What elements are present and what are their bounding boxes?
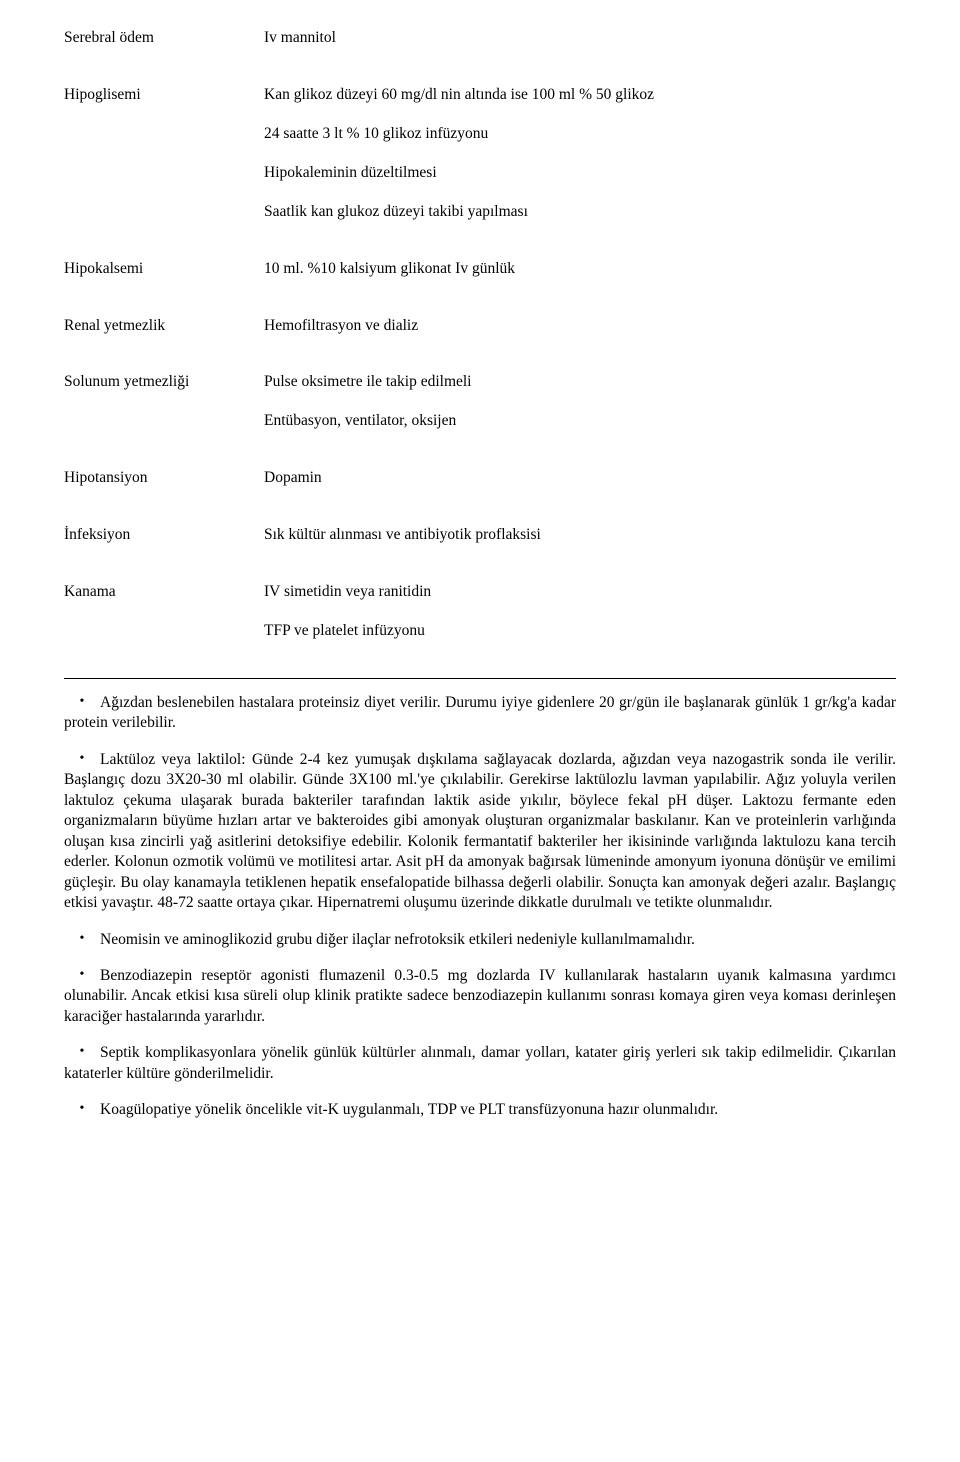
bullet-list: •Ağızdan beslenebilen hastalara proteins… xyxy=(64,693,896,1121)
row-label: Hipokalsemi xyxy=(64,259,264,280)
bullet-text: Koagülopatiye yönelik öncelikle vit-K uy… xyxy=(100,1101,718,1118)
row-value: Pulse oksimetre ile takip edilmeli Entüba… xyxy=(264,372,896,432)
bullet-item: •Ağızdan beslenebilen hastalara proteins… xyxy=(64,693,896,734)
horizontal-rule xyxy=(64,678,896,679)
row-value-line: IV simetidin veya ranitidin xyxy=(264,582,896,603)
definition-row: İnfeksiyonSık kültür alınması ve antibiy… xyxy=(64,525,896,546)
row-value-line: TFP ve platelet infüzyonu xyxy=(264,621,896,642)
row-label: Hipoglisemi xyxy=(64,85,264,223)
row-label: Solunum yetmezliği xyxy=(64,372,264,432)
row-label: Kanama xyxy=(64,582,264,642)
row-label: Renal yetmezlik xyxy=(64,316,264,337)
bullet-dot-icon: • xyxy=(64,1100,100,1118)
row-value-line: Hemofiltrasyon ve dializ xyxy=(264,316,896,337)
bullet-text: Neomisin ve aminoglikozid grubu diğer il… xyxy=(100,931,695,948)
row-value-line: Pulse oksimetre ile takip edilmeli xyxy=(264,372,896,393)
row-value-line: 10 ml. %10 kalsiyum glikonat Iv günlük xyxy=(264,259,896,280)
definition-row: Hipokalsemi10 ml. %10 kalsiyum glikonat … xyxy=(64,259,896,280)
row-value-line: Kan glikoz düzeyi 60 mg/dl nin altında i… xyxy=(264,85,896,106)
row-label: Serebral ödem xyxy=(64,28,264,49)
row-value: IV simetidin veya ranitidin TFP ve platel… xyxy=(264,582,896,642)
row-label: Hipotansiyon xyxy=(64,468,264,489)
row-value-line: Dopamin xyxy=(264,468,896,489)
bullet-dot-icon: • xyxy=(64,750,100,768)
row-value: Iv mannitol xyxy=(264,28,896,49)
definition-row: HipotansiyonDopamin xyxy=(64,468,896,489)
definition-rows: Serebral ödemIv mannitol HipoglisemiKan g… xyxy=(64,28,896,642)
bullet-item: •Laktüloz veya laktilol: Günde 2-4 kez y… xyxy=(64,750,896,914)
bullet-text: Benzodiazepin reseptör agonisti flumazen… xyxy=(64,967,896,1025)
row-value: Kan glikoz düzeyi 60 mg/dl nin altında i… xyxy=(264,85,896,223)
row-value-line: Entübasyon, ventilator, oksijen xyxy=(264,411,896,432)
row-value: Sık kültür alınması ve antibiyotik profl… xyxy=(264,525,896,546)
definition-row: Renal yetmezlikHemofiltrasyon ve dializ xyxy=(64,316,896,337)
bullet-text: Ağızdan beslenebilen hastalara proteinsi… xyxy=(64,694,896,731)
row-value: Dopamin xyxy=(264,468,896,489)
bullet-dot-icon: • xyxy=(64,930,100,948)
row-value-line: Hipokaleminin düzeltilmesi xyxy=(264,163,896,184)
bullet-text: Laktüloz veya laktilol: Günde 2-4 kez yu… xyxy=(64,751,896,911)
definition-row: Serebral ödemIv mannitol xyxy=(64,28,896,49)
bullet-dot-icon: • xyxy=(64,1043,100,1061)
definition-row: Solunum yetmezliğiPulse oksimetre ile ta… xyxy=(64,372,896,432)
definition-row: HipoglisemiKan glikoz düzeyi 60 mg/dl ni… xyxy=(64,85,896,223)
row-value: Hemofiltrasyon ve dializ xyxy=(264,316,896,337)
row-label: İnfeksiyon xyxy=(64,525,264,546)
bullet-dot-icon: • xyxy=(64,693,100,711)
row-value-line: Sık kültür alınması ve antibiyotik profl… xyxy=(264,525,896,546)
bullet-item: •Koagülopatiye yönelik öncelikle vit-K u… xyxy=(64,1100,896,1120)
bullet-text: Septik komplikasyonlara yönelik günlük k… xyxy=(64,1044,896,1081)
row-value-line: Saatlik kan glukoz düzeyi takibi yapılma… xyxy=(264,202,896,223)
bullet-dot-icon: • xyxy=(64,966,100,984)
page-container: Serebral ödemIv mannitol HipoglisemiKan g… xyxy=(0,0,960,1177)
bullet-item: •Septik komplikasyonlara yönelik günlük … xyxy=(64,1043,896,1084)
bullet-item: •Benzodiazepin reseptör agonisti flumaze… xyxy=(64,966,896,1027)
definition-row: KanamaIV simetidin veya ranitidin TFP ve … xyxy=(64,582,896,642)
bullet-item: •Neomisin ve aminoglikozid grubu diğer i… xyxy=(64,930,896,950)
row-value-line: 24 saatte 3 lt % 10 glikoz infüzyonu xyxy=(264,124,896,145)
row-value: 10 ml. %10 kalsiyum glikonat Iv günlük xyxy=(264,259,896,280)
row-value-line: Iv mannitol xyxy=(264,28,896,49)
